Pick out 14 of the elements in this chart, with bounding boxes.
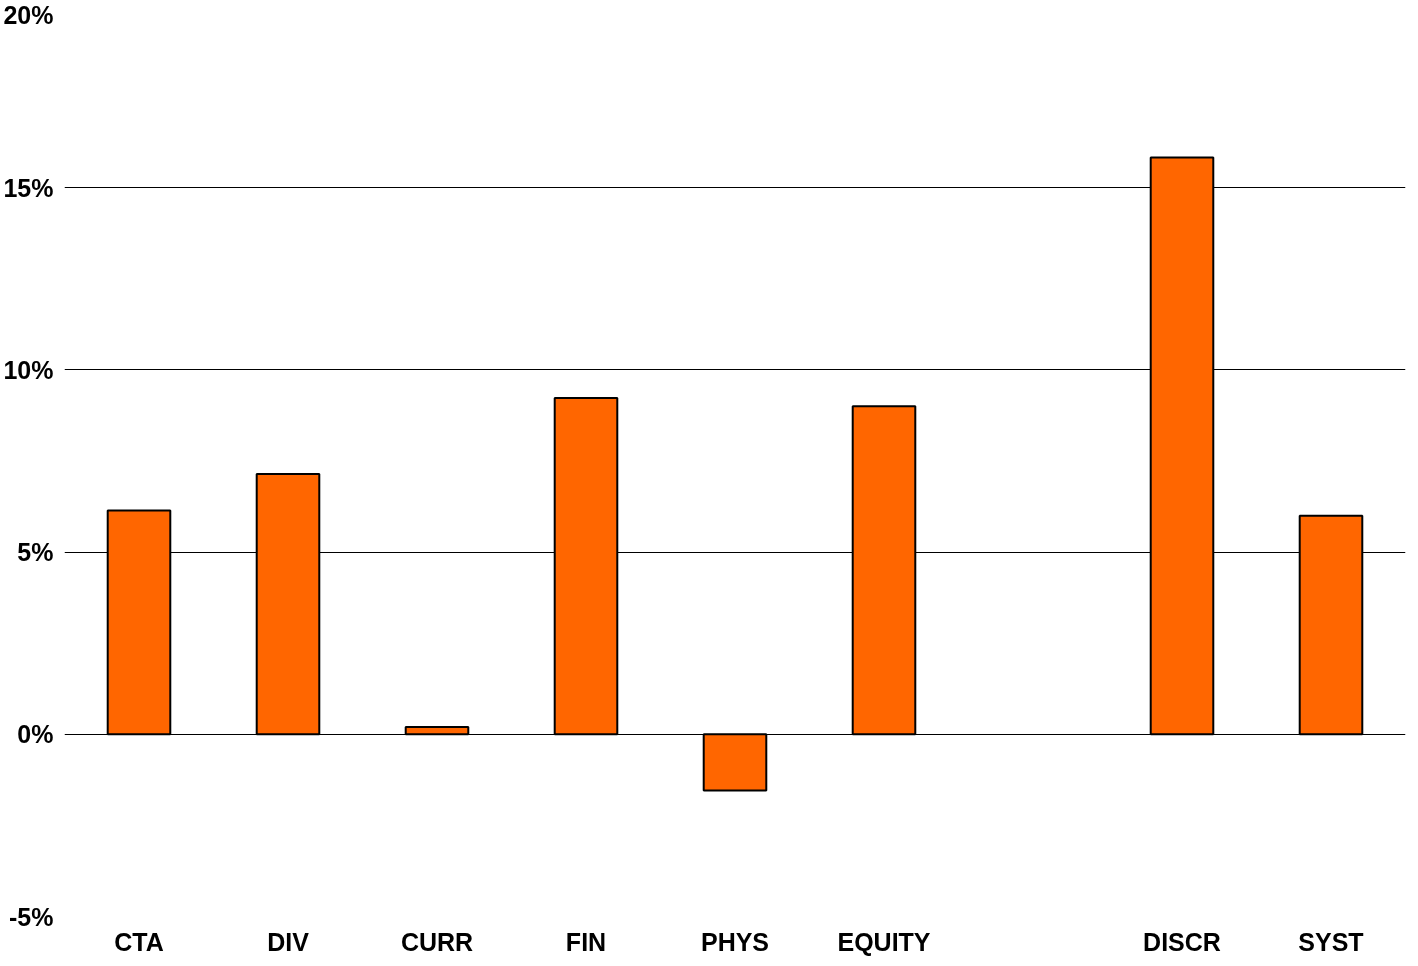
x-tick-label: CTA: [114, 927, 164, 956]
y-tick-label: 20%: [3, 0, 54, 29]
x-tick-label: FIN: [565, 927, 607, 956]
y-tick-label: 0%: [17, 720, 54, 749]
x-tick-label: SYST: [1298, 927, 1364, 956]
x-tick-label: PHYS: [700, 927, 770, 956]
y-tick-label: 5%: [17, 538, 54, 567]
x-tick-label: DIV: [267, 927, 310, 956]
y-tick-label: -5%: [9, 902, 54, 931]
y-tick-label: 15%: [3, 173, 54, 202]
x-tick-label: DISCR: [1143, 927, 1221, 956]
x-tick-label: EQUITY: [837, 927, 931, 956]
x-tick-label: CURR: [400, 927, 474, 956]
y-tick-label: 10%: [3, 355, 54, 384]
